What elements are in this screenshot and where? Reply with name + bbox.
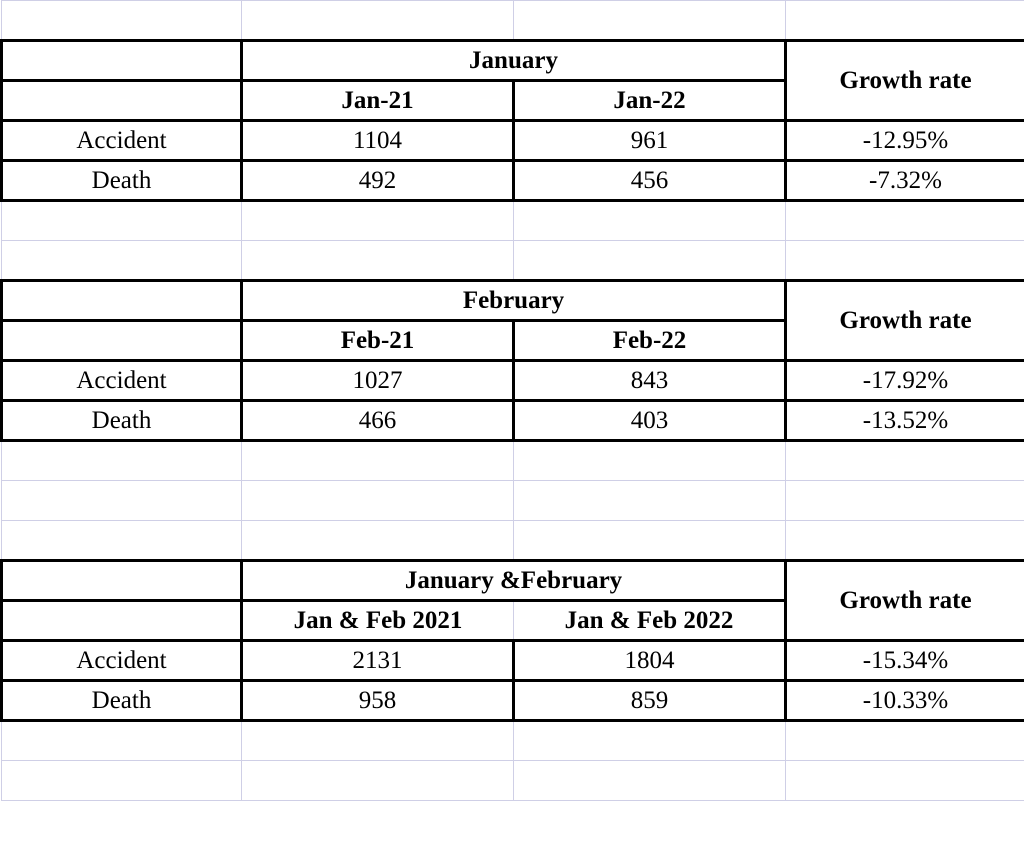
cell-value: 492 (242, 161, 514, 201)
empty-cell (2, 561, 242, 601)
row-label: Death (2, 401, 242, 441)
tables-container: January Growth rate Jan-21 Jan-22 Accide… (0, 0, 1024, 801)
empty-cell (2, 41, 242, 81)
cell-value: 403 (514, 401, 786, 441)
growth-rate-header: Growth rate (786, 41, 1024, 121)
month-header: January &February (242, 561, 786, 601)
column-header: Jan-22 (514, 81, 786, 121)
cell-value: 2131 (242, 641, 514, 681)
cell-value: 466 (242, 401, 514, 441)
growth-value: -10.33% (786, 681, 1024, 721)
growth-value: -17.92% (786, 361, 1024, 401)
cell-value: 958 (242, 681, 514, 721)
grid-spacer-row (2, 241, 1024, 281)
table-row: Death 466 403 -13.52% (2, 401, 1024, 441)
grid-spacer-row (2, 1, 1024, 41)
grid-spacer-row (2, 761, 1024, 801)
cell-value: 859 (514, 681, 786, 721)
grid-spacer-row (2, 201, 1024, 241)
february-header-row-1: February Growth rate (2, 281, 1024, 321)
grid-spacer-row (2, 521, 1024, 561)
cell-value: 456 (514, 161, 786, 201)
growth-value: -15.34% (786, 641, 1024, 681)
column-header: Jan & Feb 2022 (514, 601, 786, 641)
table-row: Accident 1027 843 -17.92% (2, 361, 1024, 401)
row-label: Accident (2, 641, 242, 681)
cell-value: 961 (514, 121, 786, 161)
grid-spacer-row (2, 441, 1024, 481)
month-header: February (242, 281, 786, 321)
column-header: Jan-21 (242, 81, 514, 121)
row-label: Accident (2, 121, 242, 161)
empty-cell (2, 321, 242, 361)
empty-cell (2, 81, 242, 121)
empty-cell (2, 281, 242, 321)
cell-value: 843 (514, 361, 786, 401)
row-label: Accident (2, 361, 242, 401)
month-header: January (242, 41, 786, 81)
janfeb-header-row-1: January &February Growth rate (2, 561, 1024, 601)
column-header: Feb-21 (242, 321, 514, 361)
table-row: Accident 2131 1804 -15.34% (2, 641, 1024, 681)
growth-value: -13.52% (786, 401, 1024, 441)
january-header-row-1: January Growth rate (2, 41, 1024, 81)
grid-spacer-row (2, 721, 1024, 761)
row-label: Death (2, 161, 242, 201)
row-label: Death (2, 681, 242, 721)
cell-value: 1027 (242, 361, 514, 401)
table-row: Accident 1104 961 -12.95% (2, 121, 1024, 161)
growth-value: -12.95% (786, 121, 1024, 161)
cell-value: 1104 (242, 121, 514, 161)
table-row: Death 492 456 -7.32% (2, 161, 1024, 201)
cell-value: 1804 (514, 641, 786, 681)
grid-spacer-row (2, 481, 1024, 521)
table-row: Death 958 859 -10.33% (2, 681, 1024, 721)
empty-cell (2, 601, 242, 641)
column-header: Feb-22 (514, 321, 786, 361)
spreadsheet-sheet: January Growth rate Jan-21 Jan-22 Accide… (0, 0, 1024, 801)
growth-rate-header: Growth rate (786, 281, 1024, 361)
growth-value: -7.32% (786, 161, 1024, 201)
growth-rate-header: Growth rate (786, 561, 1024, 641)
column-header: Jan & Feb 2021 (242, 601, 514, 641)
